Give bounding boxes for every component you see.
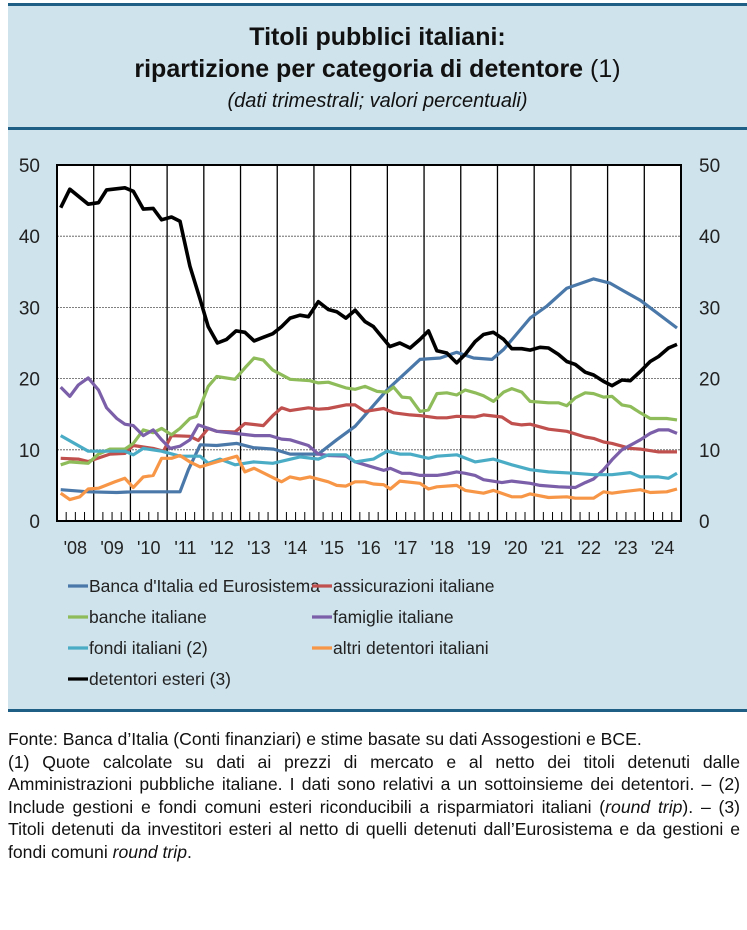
- plot-border: [56, 164, 682, 522]
- x-tick-label: '23: [614, 538, 637, 558]
- series-line-5: [59, 453, 678, 502]
- x-tick-label: '15: [321, 538, 344, 558]
- line-chart: 0 0 10 10 20 20 30 30 40 40 50 50 '08 '09 '10 '11 '12 '13…: [19, 156, 720, 689]
- title-rule: [8, 127, 747, 130]
- x-tick-label: '19: [467, 538, 490, 558]
- top-rule: [8, 3, 747, 6]
- x-tick-label: '20: [504, 538, 527, 558]
- title-footnote-ref: (1): [590, 55, 621, 83]
- x-tick-label: '14: [284, 538, 307, 558]
- x-tick-label: '22: [578, 538, 601, 558]
- y-tick-label-left: 50: [19, 156, 40, 177]
- bottom-rule: [8, 709, 747, 712]
- y-tick-label-right: 50: [699, 156, 720, 177]
- chart-title-text: ripartizione per categoria di detentore: [134, 55, 584, 83]
- footnote-italic: round trip: [605, 796, 683, 817]
- x-tick-label: '21: [541, 538, 564, 558]
- x-tick-label: '18: [431, 538, 454, 558]
- series-line-4: [59, 434, 678, 480]
- x-tick-label: '09: [100, 538, 123, 558]
- legend-label: famiglie italiane: [333, 607, 454, 627]
- legend-label: banche italiane: [89, 607, 207, 627]
- chart-title-line2: ripartizione per categoria di detentore …: [8, 54, 747, 84]
- y-tick-label-left: 20: [19, 370, 40, 391]
- y-tick-label-right: 30: [699, 298, 720, 319]
- y-tick-label-right: 20: [699, 370, 720, 391]
- source-note: Fonte: Banca d’Italia (Conti finanziari)…: [8, 729, 642, 749]
- footnotes: Fonte: Banca d’Italia (Conti finanziari)…: [8, 728, 740, 864]
- legend-label: Banca d'Italia ed Eurosistema: [89, 576, 320, 596]
- x-tick-label: '10: [137, 538, 160, 558]
- y-tick-label-right: 40: [699, 227, 720, 248]
- series-line-6: [59, 186, 678, 388]
- legend-label: fondi italiani (2): [89, 638, 208, 658]
- series-line-3: [59, 376, 678, 490]
- x-tick-label: '11: [174, 538, 196, 558]
- y-tick-label-left: 40: [19, 227, 40, 248]
- legend-label: detentori esteri (3): [89, 669, 231, 689]
- chart-subtitle: (dati trimestrali; valori percentuali): [227, 90, 528, 112]
- x-tick-label: '12: [210, 538, 233, 558]
- legend-label: altri detentori italiani: [333, 638, 489, 658]
- y-tick-label-right: 0: [699, 512, 710, 533]
- chart-title-line1: Titoli pubblici italiani:: [249, 23, 506, 51]
- footnote-part: .: [186, 841, 192, 862]
- x-tick-label: '17: [394, 538, 417, 558]
- legend-label: assicurazioni italiane: [333, 576, 494, 596]
- footnote-text: (1) Quote calcolate su dati ai prezzi di…: [8, 751, 740, 864]
- y-tick-label-left: 10: [19, 441, 40, 462]
- x-tick-label: '13: [247, 538, 270, 558]
- y-tick-label-left: 0: [29, 512, 40, 533]
- footnote-part: (1) Quote calcolate su dati ai prezzi di…: [8, 751, 740, 817]
- series-line-1: [60, 403, 677, 464]
- y-tick-label-right: 10: [699, 441, 720, 462]
- footnote-part: ). – (3) Titoli detenuti da investitori …: [8, 796, 741, 862]
- x-tick-label: '08: [64, 538, 87, 558]
- x-tick-label: '24: [651, 538, 674, 558]
- y-tick-label-left: 30: [19, 298, 40, 319]
- series-line-2: [60, 356, 678, 467]
- footnote-italic: round trip: [112, 841, 187, 862]
- x-tick-label: '16: [357, 538, 380, 558]
